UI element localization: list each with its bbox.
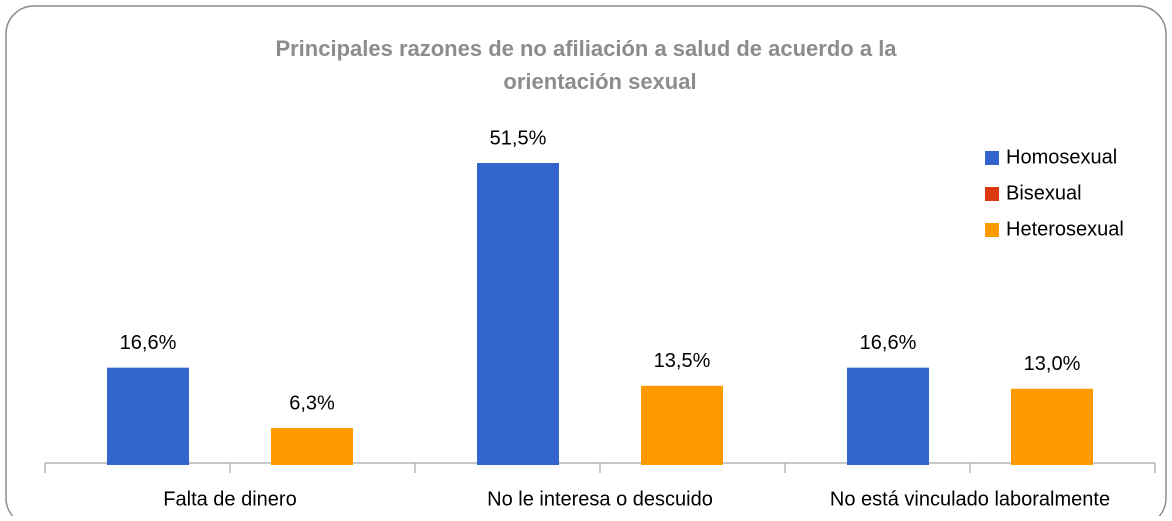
value-label: 51,5% [490,127,547,149]
legend-swatch [985,187,999,201]
value-label: 16,6% [120,332,177,354]
legend-swatch [985,151,999,165]
chart-title: Principales razones de no afiliación a s… [275,36,897,61]
bar [477,163,559,465]
legend-label: Bisexual [1006,182,1082,204]
x-tick-label: No está vinculado laboralmente [830,488,1110,510]
value-label: 6,3% [289,392,335,414]
bar [1011,388,1093,465]
value-label: 13,5% [654,350,711,372]
bar [641,385,723,465]
bar [847,367,929,465]
legend-label: Homosexual [1006,146,1117,168]
value-label: 16,6% [860,332,917,354]
bar [271,428,353,465]
x-tick-label: No le interesa o descuido [487,488,713,510]
bar [107,367,189,465]
legend-swatch [985,223,999,237]
chart-title: orientación sexual [503,69,696,94]
value-label: 13,0% [1024,353,1081,375]
legend-label: Heterosexual [1006,218,1124,240]
x-tick-label: Falta de dinero [163,488,296,510]
